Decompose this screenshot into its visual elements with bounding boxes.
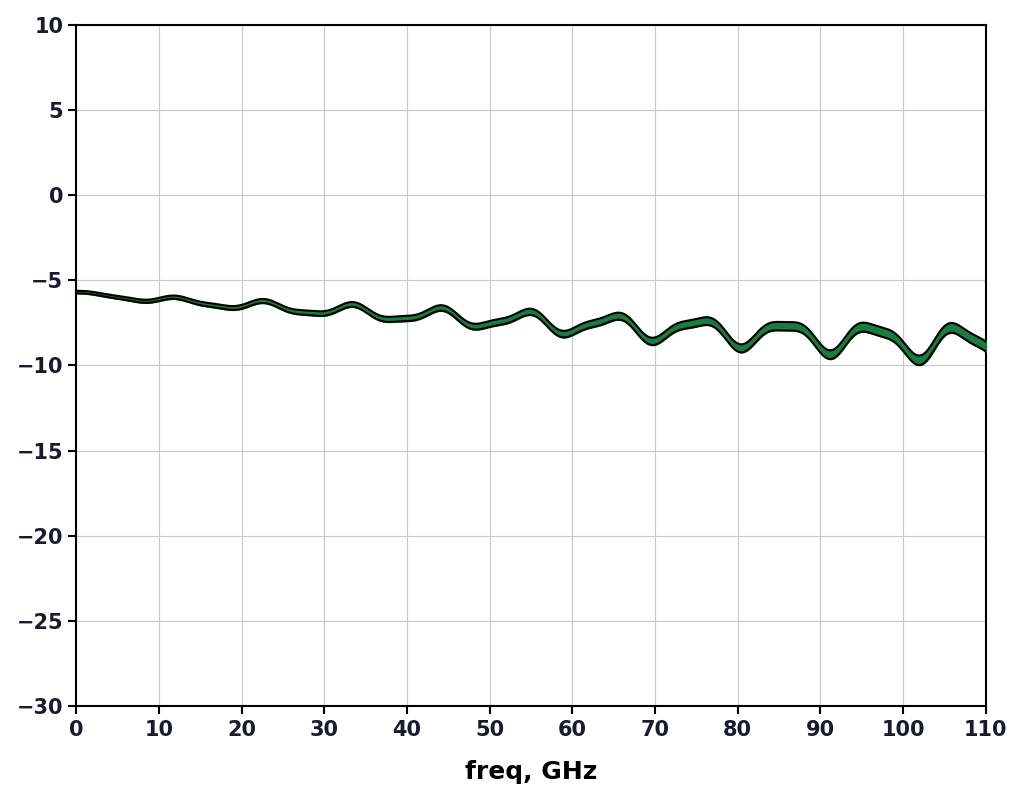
X-axis label: freq, GHz: freq, GHz	[465, 760, 597, 784]
